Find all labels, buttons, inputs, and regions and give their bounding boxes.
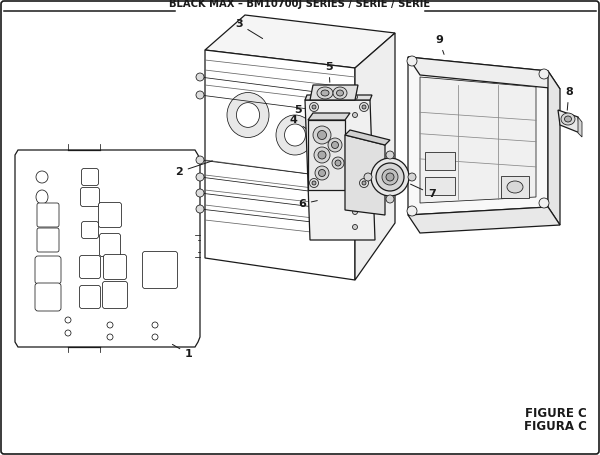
Ellipse shape <box>36 171 48 183</box>
Ellipse shape <box>333 87 347 99</box>
Ellipse shape <box>313 126 331 144</box>
FancyBboxPatch shape <box>82 168 98 186</box>
FancyBboxPatch shape <box>79 256 101 278</box>
FancyBboxPatch shape <box>35 283 61 311</box>
Polygon shape <box>15 150 200 347</box>
Text: 4: 4 <box>290 115 306 128</box>
Polygon shape <box>305 100 375 240</box>
Ellipse shape <box>315 166 329 180</box>
FancyBboxPatch shape <box>143 252 178 288</box>
Ellipse shape <box>196 205 204 213</box>
Ellipse shape <box>322 136 354 171</box>
Ellipse shape <box>310 178 319 187</box>
Ellipse shape <box>382 169 398 185</box>
Ellipse shape <box>65 317 71 323</box>
Bar <box>501 176 529 198</box>
Ellipse shape <box>196 189 204 197</box>
Ellipse shape <box>196 156 204 164</box>
Ellipse shape <box>236 103 260 127</box>
Ellipse shape <box>317 131 326 140</box>
Text: 5: 5 <box>294 105 302 115</box>
Ellipse shape <box>539 198 549 208</box>
FancyBboxPatch shape <box>98 202 121 228</box>
Text: 6: 6 <box>298 199 317 209</box>
Ellipse shape <box>329 143 347 162</box>
FancyBboxPatch shape <box>80 187 100 207</box>
Ellipse shape <box>321 90 329 96</box>
Polygon shape <box>558 110 580 133</box>
Ellipse shape <box>335 160 341 166</box>
Polygon shape <box>355 33 395 280</box>
Ellipse shape <box>196 73 204 81</box>
Ellipse shape <box>386 151 394 159</box>
Text: FIGURE C: FIGURE C <box>525 407 587 420</box>
FancyBboxPatch shape <box>79 285 101 308</box>
Ellipse shape <box>371 158 409 196</box>
Ellipse shape <box>152 322 158 328</box>
Ellipse shape <box>408 173 416 181</box>
Ellipse shape <box>353 177 358 182</box>
Ellipse shape <box>314 147 330 163</box>
Ellipse shape <box>331 142 338 148</box>
Ellipse shape <box>353 209 358 214</box>
Polygon shape <box>408 57 548 215</box>
Text: 9: 9 <box>435 35 444 55</box>
Ellipse shape <box>317 87 333 99</box>
Polygon shape <box>408 57 560 89</box>
Ellipse shape <box>353 112 358 117</box>
FancyBboxPatch shape <box>37 203 59 227</box>
Polygon shape <box>205 50 355 280</box>
Polygon shape <box>308 120 345 190</box>
FancyBboxPatch shape <box>82 222 98 238</box>
Text: BLACK MAX – BM10700J SERIES / SÉRIE / SERIE: BLACK MAX – BM10700J SERIES / SÉRIE / SE… <box>169 0 431 9</box>
Ellipse shape <box>319 170 325 177</box>
Polygon shape <box>345 135 385 215</box>
Polygon shape <box>408 207 560 233</box>
Polygon shape <box>345 130 390 145</box>
FancyBboxPatch shape <box>37 228 59 252</box>
Ellipse shape <box>359 178 368 187</box>
Ellipse shape <box>362 105 366 109</box>
FancyBboxPatch shape <box>103 282 128 308</box>
Polygon shape <box>305 95 372 100</box>
Ellipse shape <box>539 69 549 79</box>
Polygon shape <box>578 117 582 137</box>
Ellipse shape <box>65 330 71 336</box>
Polygon shape <box>420 77 536 203</box>
Text: 3: 3 <box>235 19 263 39</box>
Ellipse shape <box>353 194 358 199</box>
Ellipse shape <box>107 334 113 340</box>
Text: FIGURA C: FIGURA C <box>524 420 587 433</box>
Text: 1: 1 <box>172 344 193 359</box>
Ellipse shape <box>312 105 316 109</box>
Ellipse shape <box>332 157 344 169</box>
Ellipse shape <box>376 163 404 191</box>
Ellipse shape <box>353 95 358 100</box>
Ellipse shape <box>407 56 417 66</box>
Ellipse shape <box>386 195 394 203</box>
Polygon shape <box>205 15 395 68</box>
FancyBboxPatch shape <box>100 233 121 257</box>
Ellipse shape <box>152 334 158 340</box>
Polygon shape <box>310 85 358 100</box>
Text: 8: 8 <box>565 87 573 110</box>
Ellipse shape <box>276 115 314 155</box>
Bar <box>425 177 455 195</box>
Polygon shape <box>548 71 560 225</box>
Ellipse shape <box>565 116 571 122</box>
Ellipse shape <box>318 151 326 159</box>
Ellipse shape <box>328 138 342 152</box>
Text: 5: 5 <box>325 62 332 82</box>
Text: 2: 2 <box>175 161 212 177</box>
FancyBboxPatch shape <box>104 254 127 279</box>
Ellipse shape <box>196 91 204 99</box>
Text: 7: 7 <box>410 184 436 199</box>
FancyBboxPatch shape <box>35 256 61 284</box>
Polygon shape <box>308 113 350 120</box>
Ellipse shape <box>284 124 305 146</box>
Ellipse shape <box>353 224 358 229</box>
Ellipse shape <box>364 173 372 181</box>
Ellipse shape <box>107 322 113 328</box>
Ellipse shape <box>310 102 319 111</box>
